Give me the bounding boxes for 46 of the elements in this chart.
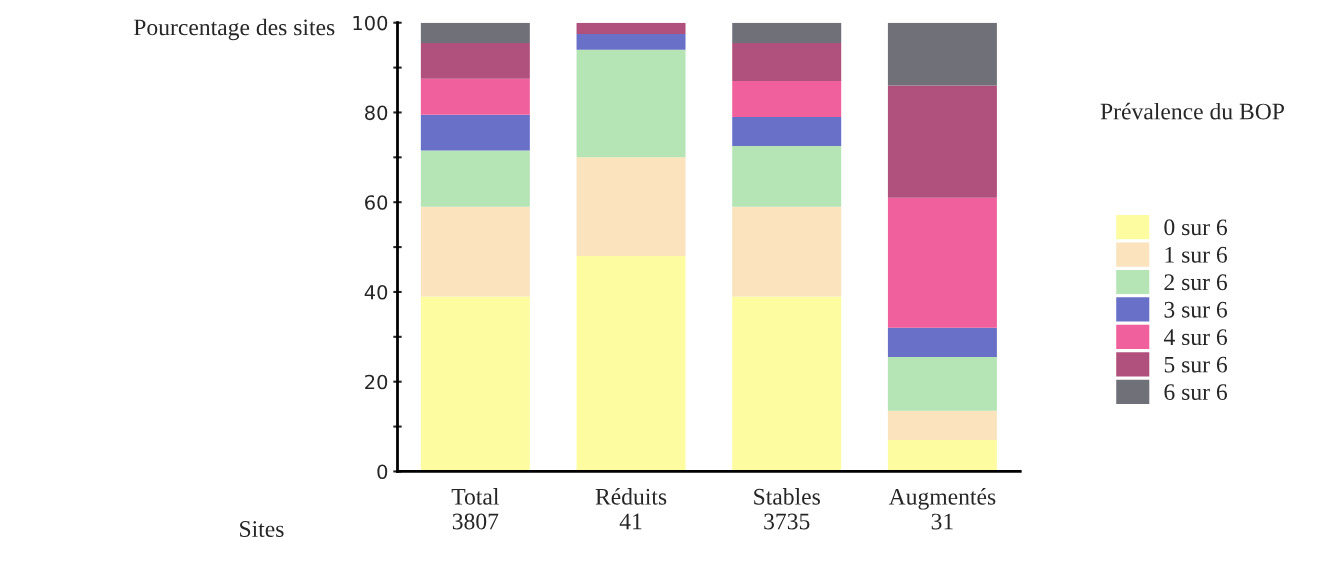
- y-tick-label: 20: [365, 374, 388, 390]
- x-tick-label: Stables 3735: [754, 488, 820, 530]
- bar: [576, 49, 686, 158]
- bar: [887, 440, 997, 472]
- legend-label: 1 sur 6: [1165, 246, 1228, 263]
- bar: [732, 206, 842, 297]
- x-axis-title: Sites: [240, 521, 284, 537]
- y-axis-title: Pourcentage des sites: [133, 18, 335, 41]
- bar: [420, 296, 530, 472]
- bar: [732, 296, 842, 472]
- bar: [732, 22, 842, 43]
- y-tick-label: 0: [377, 464, 388, 480]
- bar: [887, 357, 997, 411]
- bar: [887, 327, 997, 358]
- y-tick-label: 60: [365, 195, 388, 210]
- bar: [420, 114, 530, 151]
- bar: [420, 150, 530, 207]
- legend-title: Prévalence du BOP: [1100, 102, 1285, 120]
- bar: [420, 42, 530, 79]
- y-tick-label: 40: [364, 284, 388, 300]
- legend-label: 0 sur 6: [1164, 219, 1228, 236]
- bar: [576, 256, 686, 472]
- bar: [887, 22, 997, 86]
- legend-label: 6 sur 6: [1164, 384, 1228, 401]
- bar: [732, 116, 842, 147]
- x-tick-label: Augmentés 31: [888, 488, 996, 530]
- legend-label: 3 sur 6: [1164, 301, 1228, 318]
- x-tick-label: Total 3807: [451, 488, 499, 530]
- x-tick-label: Réduits 41: [595, 488, 667, 530]
- bar: [887, 85, 997, 198]
- legend-label: 5 sur 6: [1164, 356, 1228, 373]
- bar: [576, 157, 686, 257]
- bar: [420, 22, 530, 43]
- bar: [732, 81, 842, 117]
- bar: [420, 206, 530, 297]
- legend-label: 4 sur 6: [1163, 329, 1228, 346]
- bar: [420, 78, 530, 115]
- legend-label: 2 sur 6: [1164, 274, 1228, 291]
- y-tick-label: 80: [365, 105, 388, 121]
- bar: [887, 197, 997, 328]
- bar: [576, 33, 686, 50]
- y-tick-label: 100: [353, 15, 388, 31]
- bar: [732, 146, 842, 207]
- bar: [887, 410, 997, 441]
- bar: [732, 42, 842, 82]
- bar: [576, 22, 686, 34]
